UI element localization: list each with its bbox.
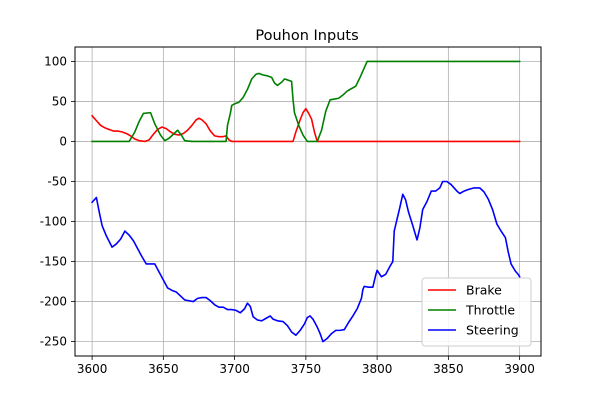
y-tick-label: 50 <box>52 94 67 108</box>
x-tick-label: 3750 <box>291 362 322 376</box>
legend-label-throttle: Throttle <box>465 303 515 318</box>
y-tick-label: -250 <box>40 335 67 349</box>
legend: Brake Throttle Steering <box>421 277 532 347</box>
x-tick-label: 3900 <box>504 362 535 376</box>
x-tick-label: 3850 <box>433 362 464 376</box>
series-layer <box>90 60 521 343</box>
legend-label-brake: Brake <box>466 283 502 298</box>
chart-title: Pouhon Inputs <box>255 28 358 44</box>
y-tick-label: -50 <box>47 174 67 188</box>
x-tick-label: 3700 <box>219 362 250 376</box>
axes-frame <box>74 46 542 357</box>
y-tick-label: -200 <box>40 295 67 309</box>
legend-label-steering: Steering <box>466 323 519 338</box>
series-line-brake <box>90 107 521 143</box>
series-line-steering <box>90 180 521 343</box>
y-tick-label: 100 <box>44 54 67 68</box>
series-line-throttle <box>91 60 521 143</box>
x-tick-label: 3650 <box>148 362 179 376</box>
y-tick-label: -100 <box>40 215 67 229</box>
y-tick-label: 0 <box>59 134 67 148</box>
y-tick-label: -150 <box>40 255 67 269</box>
x-tick-label: 3600 <box>77 362 108 376</box>
legend-box <box>421 277 532 347</box>
x-tick-label: 3800 <box>362 362 393 376</box>
axis-ticks: 3600 3650 3700 3750 3800 3850 3900 100 50 0 -50 -10… <box>40 54 535 376</box>
